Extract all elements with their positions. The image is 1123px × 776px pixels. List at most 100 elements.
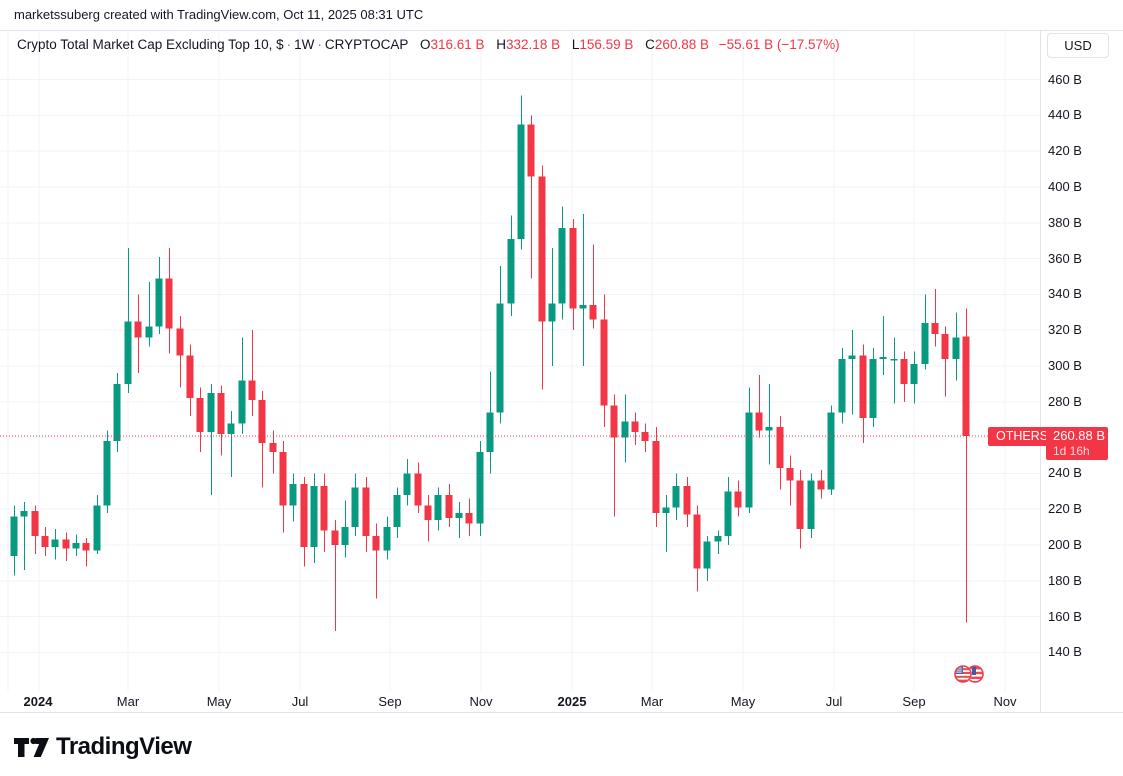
candle-body	[859, 355, 867, 418]
candle-body	[248, 380, 256, 401]
interval-label: 1W	[294, 37, 315, 52]
economic-event-flag-icon[interactable]	[948, 659, 990, 691]
bar-countdown: 1d 16h	[1053, 444, 1090, 459]
x-axis-label: Sep	[902, 694, 926, 709]
candle-body	[269, 442, 277, 452]
chart-legend: Crypto Total Market Cap Excluding Top 10…	[17, 37, 840, 52]
candle-body	[610, 405, 618, 438]
candle-body	[796, 480, 804, 529]
candle-body	[817, 480, 825, 490]
ohlc-high: H332.18 B	[496, 37, 561, 52]
candle-body	[31, 511, 39, 537]
candle-body	[507, 238, 515, 304]
candle-body	[372, 536, 380, 551]
x-axis-label: 2024	[23, 694, 53, 709]
candle-body	[693, 514, 701, 569]
currency-toggle-button[interactable]: USD	[1047, 33, 1109, 58]
candle-body	[176, 328, 184, 356]
candle-body	[403, 473, 411, 495]
candle-body	[10, 516, 18, 556]
candle-body	[82, 543, 90, 551]
candle-body	[848, 355, 856, 359]
candle-body	[714, 536, 722, 542]
x-axis-label: Mar	[640, 694, 664, 709]
symbol-title[interactable]: Crypto Total Market Cap Excluding Top 10…	[17, 37, 408, 52]
ohlc-open: O316.61 B	[419, 37, 485, 52]
candle-body	[300, 484, 308, 547]
legend-separator: ·	[286, 37, 292, 52]
candle-body	[558, 228, 566, 304]
candlestick-chart	[0, 31, 1040, 691]
candle-body	[134, 321, 142, 338]
y-axis-label: 400 B	[1048, 179, 1082, 194]
candle-body	[289, 484, 297, 506]
candle-body	[765, 426, 773, 431]
y-axis-label: 220 B	[1048, 501, 1082, 517]
candle-body	[941, 333, 949, 359]
candle-body	[217, 392, 225, 435]
candle-body	[279, 451, 287, 506]
time-axis-divider	[0, 712, 1123, 713]
tradingview-logo-text: TradingView	[56, 733, 192, 760]
candle-body	[548, 303, 556, 322]
candle-body	[952, 337, 960, 359]
x-axis-label: Mar	[116, 694, 140, 709]
candle-body	[890, 358, 898, 361]
candle-body	[538, 176, 546, 322]
candle-body	[145, 326, 153, 338]
candle-body	[445, 494, 453, 519]
tradingview-logo[interactable]: TradingView	[14, 733, 192, 761]
candle-body	[41, 536, 49, 547]
ohlc-close: C260.88 B	[645, 37, 709, 52]
candle-body	[196, 398, 204, 433]
y-axis-label: 420 B	[1048, 143, 1082, 159]
candle-body	[910, 364, 918, 384]
candle-body	[227, 423, 235, 435]
ohlc-low: L156.59 B	[571, 37, 634, 52]
candle-body	[776, 426, 784, 469]
candle-body	[51, 539, 59, 547]
candle-body	[393, 494, 401, 528]
x-axis-label: Jul	[825, 694, 843, 709]
chart-canvas[interactable]: Crypto Total Market Cap Excluding Top 10…	[0, 31, 1057, 691]
x-axis-label: Nov	[993, 694, 1017, 709]
x-axis-label: 2025	[557, 694, 587, 709]
y-axis-label: 340 B	[1048, 286, 1082, 302]
x-axis-label: Jul	[291, 694, 309, 709]
candle-body	[414, 473, 422, 506]
last-price-badge: 260.88 B 1d 16h	[1046, 427, 1108, 461]
x-axis-label: Sep	[378, 694, 402, 709]
candle-body	[879, 357, 887, 359]
candle-body	[424, 505, 432, 520]
candle-body	[20, 511, 28, 517]
candle-body	[351, 487, 359, 528]
candle-body	[931, 323, 939, 334]
exchange-label: CRYPTOCAP	[324, 37, 409, 52]
candle-body	[434, 494, 442, 520]
candle-body	[683, 485, 691, 515]
change-value: −55.61 B (−17.57%)	[718, 37, 840, 52]
candle-body	[734, 491, 742, 508]
y-axis-label: 280 B	[1048, 393, 1082, 409]
candle-body	[589, 305, 597, 320]
candle-body	[745, 412, 753, 508]
price-line-symbol-badge: OTHERS	[988, 426, 1057, 446]
time-axis[interactable]: 2024 Mar May Jul Sep Nov 2025 Mar May Jul Sep Nov	[0, 691, 1123, 712]
candle-body	[362, 487, 370, 537]
candle-body	[486, 412, 494, 452]
tradingview-logo-mark	[14, 737, 49, 757]
candle-body	[724, 491, 732, 537]
header-divider	[0, 30, 1123, 31]
price-axis[interactable]: USD 460 B 440 B 420 B 400 B 380 B 360 B 340 B 3…	[1041, 31, 1123, 712]
candle-body	[631, 421, 639, 433]
x-axis-label: Nov	[469, 694, 493, 709]
candle-body	[662, 507, 670, 513]
candle-body	[103, 441, 111, 506]
candle-body	[517, 124, 525, 239]
price-axis-divider	[1040, 31, 1041, 712]
candle-body	[527, 124, 535, 177]
y-axis-label: 300 B	[1048, 358, 1082, 373]
candle-body	[320, 485, 328, 531]
candle-body	[207, 392, 215, 433]
